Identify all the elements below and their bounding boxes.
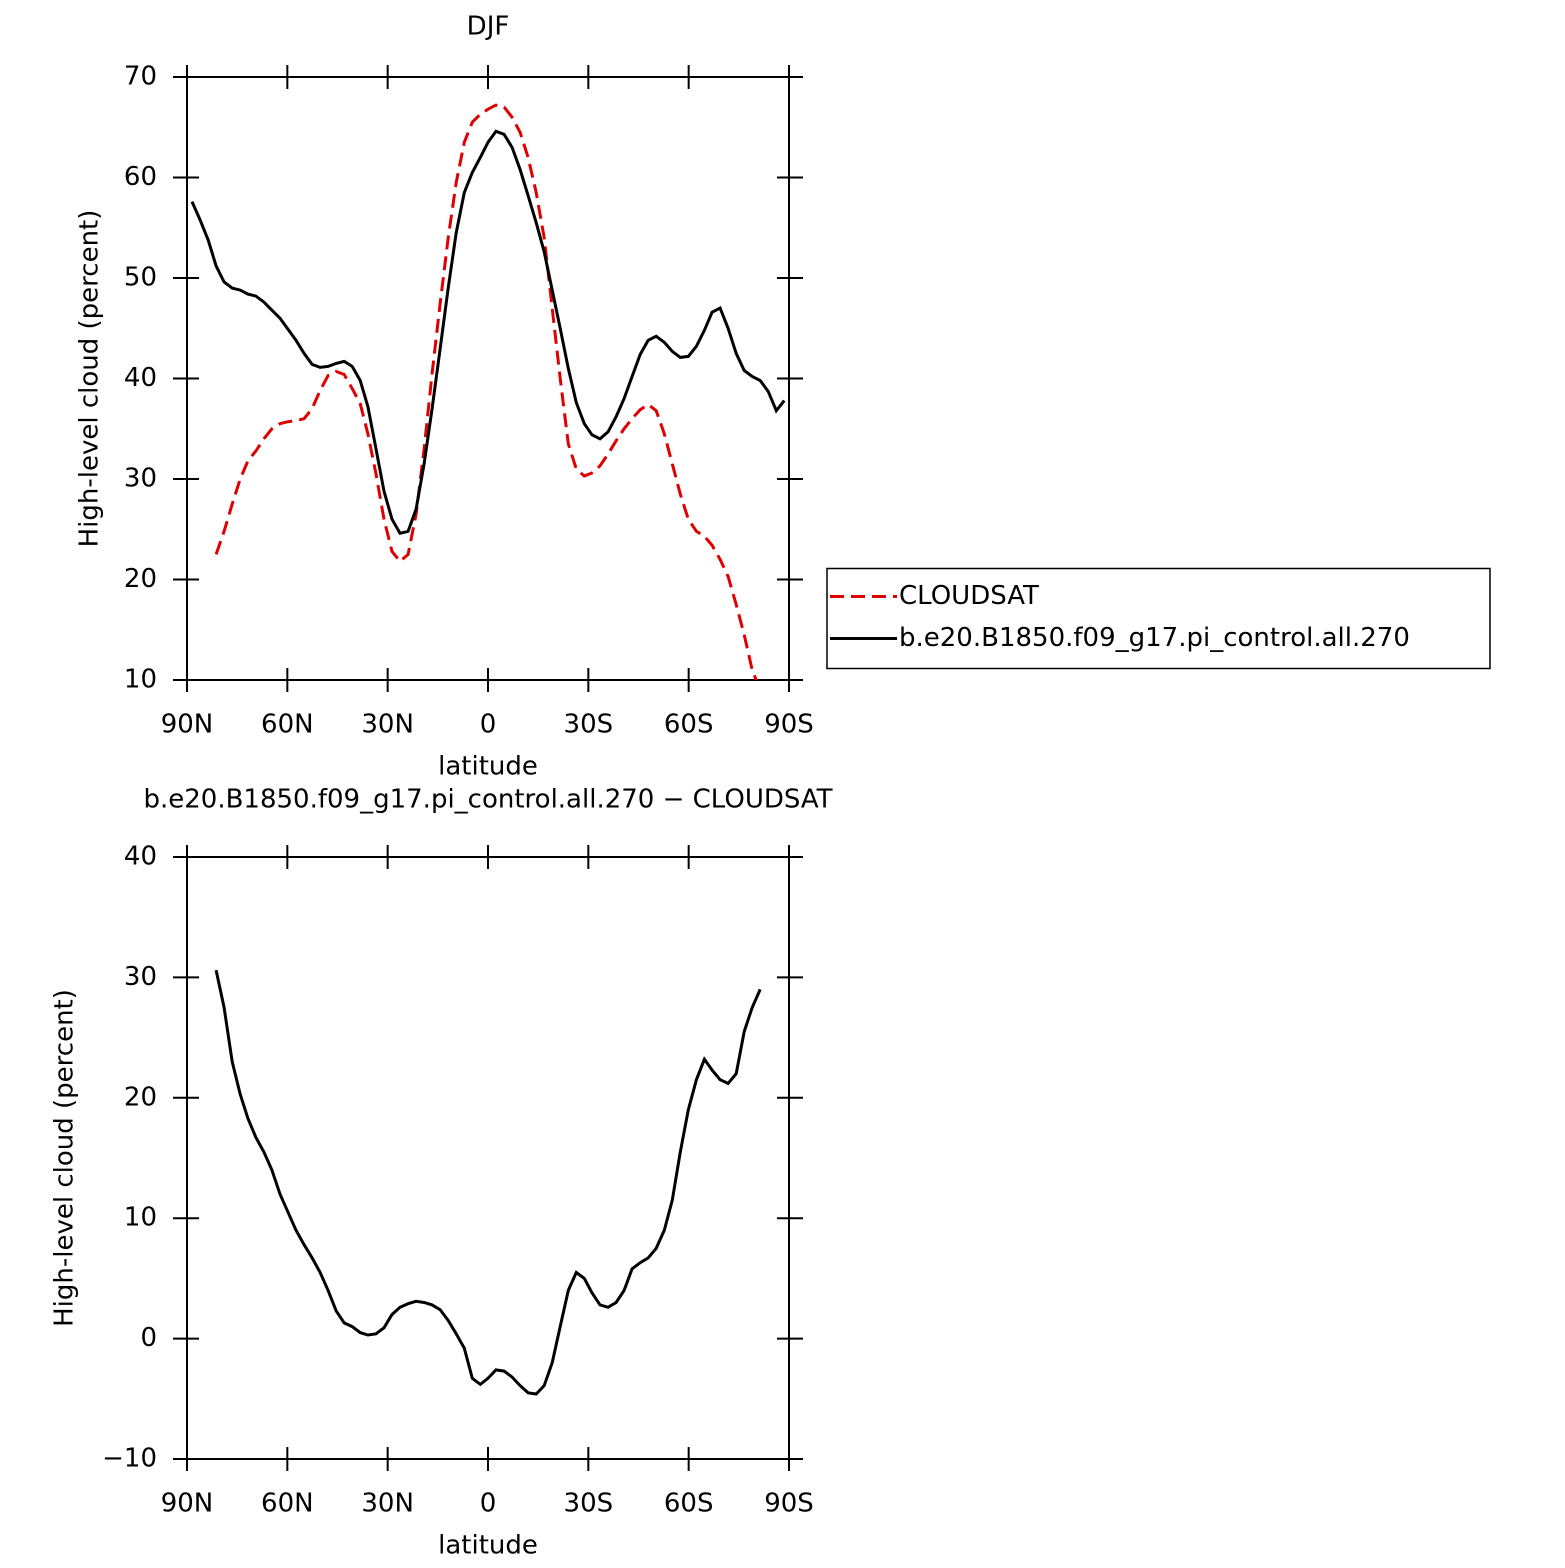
y-tick-label: 50 [124, 263, 157, 293]
legend-label: CLOUDSAT [899, 581, 1039, 611]
panel: DJF latitude High-level cloud (percent) 90N… [75, 12, 1491, 782]
x-tick-label: 90N [161, 1489, 214, 1519]
x-tick-label: 0 [480, 1489, 497, 1519]
y-tick-label: 40 [124, 363, 157, 393]
x-axis-label: latitude [438, 752, 538, 782]
y-tick-label: 10 [124, 1203, 157, 1233]
x-tick-label: 30S [564, 1489, 614, 1519]
x-tick-label: 30N [361, 1489, 414, 1519]
chart-title: b.e20.B1850.f09_g17.pi_control.all.270 −… [143, 785, 832, 815]
x-tick-label: 90S [764, 1489, 814, 1519]
legend-label: b.e20.B1850.f09_g17.pi_control.all.270 [899, 623, 1410, 653]
series-line [214, 969, 762, 1396]
x-tick-label: 60N [261, 710, 314, 740]
plot-frame [186, 76, 790, 681]
y-tick-label: 60 [124, 162, 157, 192]
y-axis-label: High-level cloud (percent) [75, 210, 105, 548]
legend-box [826, 567, 1491, 670]
x-tick-label: 60S [664, 710, 714, 740]
x-tick-label: 90N [161, 710, 214, 740]
x-tick-label: 60N [261, 1489, 314, 1519]
plot-frame [186, 856, 790, 1460]
series-line [214, 103, 758, 680]
y-tick-label: 30 [124, 464, 157, 494]
y-tick-label: 70 [124, 62, 157, 92]
y-tick-label: 10 [124, 665, 157, 695]
y-tick-label: 20 [124, 564, 157, 594]
y-tick-label: 40 [124, 842, 157, 872]
x-tick-label: 0 [480, 710, 497, 740]
y-tick-label: 20 [124, 1082, 157, 1112]
x-axis-label: latitude [438, 1531, 538, 1561]
y-tick-label: 0 [140, 1323, 157, 1353]
x-tick-label: 90S [764, 710, 814, 740]
chart-title: DJF [467, 12, 510, 42]
x-tick-label: 30N [361, 710, 414, 740]
x-tick-label: 30S [564, 710, 614, 740]
series-line [190, 129, 786, 536]
y-tick-label: 30 [124, 962, 157, 992]
y-axis-label: High-level cloud (percent) [50, 989, 80, 1327]
y-tick-label: −10 [102, 1444, 157, 1474]
x-tick-label: 60S [664, 1489, 714, 1519]
panel: b.e20.B1850.f09_g17.pi_control.all.270 −… [50, 785, 833, 1561]
